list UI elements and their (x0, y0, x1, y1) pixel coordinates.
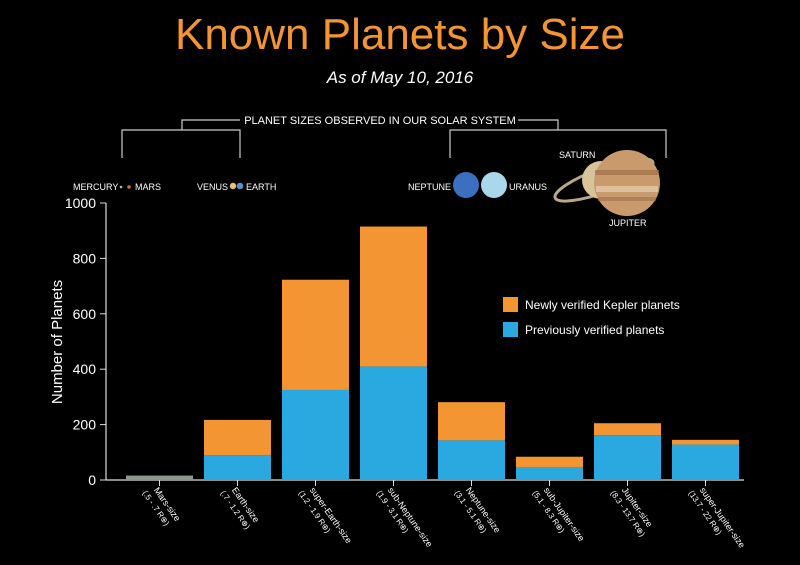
bar-new-4 (438, 402, 505, 441)
x-tick-label-6: Jupiter-size(8.3 - 13.7 R⊕) (609, 485, 655, 538)
mercury-icon (119, 185, 123, 189)
legend: Newly verified Kepler planets Previously… (503, 292, 680, 342)
saturn-label: SATURN (559, 150, 595, 160)
legend-swatch-previous (503, 322, 518, 337)
uranus-icon (481, 172, 507, 198)
bar-previous-7 (672, 444, 739, 480)
bars (126, 226, 739, 480)
x-tick-label-7: super-Jupiter-size(13.7 - 22 R⊕) (687, 485, 748, 549)
legend-item-previous: Previously verified planets (503, 317, 680, 342)
bar-previous-3 (360, 366, 427, 480)
bar-previous-6 (594, 435, 661, 480)
bar-new-5 (516, 456, 583, 467)
y-tick-label: 200 (73, 417, 97, 433)
chart-subtitle: As of May 10, 2016 (326, 68, 474, 87)
x-tick-label-2: super-Earth-size(1.2 - 1.9 R⊕) (297, 485, 354, 545)
solar-system-bracket (121, 119, 667, 158)
y-tick-label: 0 (88, 472, 96, 488)
x-axis-labels: Mars-size(.5 - .7 R⊕) Earth-size(.7 - 1.2… (141, 480, 748, 550)
uranus-label: URANUS (509, 182, 547, 192)
bar-previous-5 (516, 466, 583, 480)
bar-new-6 (594, 423, 661, 436)
bar-new-2 (282, 279, 349, 390)
bar-new-7 (672, 439, 739, 445)
x-tick-label-0: Mars-size(.5 - .7 R⊕) (141, 485, 183, 527)
x-tick-label-3: sub-Neptune-size(1.9 - 3.1 R⊕) (375, 485, 435, 549)
solar-system-header: PLANET SIZES OBSERVED IN OUR SOLAR SYSTE… (244, 115, 516, 127)
venus-icon (229, 182, 237, 190)
chart-title: Known Planets by Size (174, 10, 626, 59)
y-axis-label: Number of Planets (49, 280, 66, 404)
y-tick-label: 400 (73, 361, 97, 377)
earth-label: EARTH (246, 182, 276, 192)
neptune-icon (453, 172, 479, 198)
bar-previous-2 (282, 389, 349, 480)
jupiter-label: JUPITER (609, 218, 647, 228)
x-tick-label-5: sub-Jupiter-size(5.1 - 8.3 R⊕) (531, 485, 587, 543)
earth-icon (236, 182, 244, 190)
legend-item-new: Newly verified Kepler planets (503, 292, 680, 317)
legend-label-new: Newly verified Kepler planets (525, 297, 680, 312)
mercury-label: MERCURY (73, 182, 118, 192)
legend-swatch-new (503, 297, 518, 312)
y-tick-label: 800 (73, 250, 97, 266)
y-tick-label: 600 (73, 306, 97, 322)
mars-icon (127, 185, 131, 189)
y-tick-label: 1000 (65, 195, 96, 211)
x-tick-label-1: Earth-size(.7 - 1.2 R⊕) (219, 485, 262, 531)
mars-label: MARS (135, 182, 161, 192)
legend-label-previous: Previously verified planets (525, 322, 665, 337)
bar-new-3 (360, 226, 427, 367)
venus-label: VENUS (197, 182, 228, 192)
neptune-label: NEPTUNE (408, 182, 451, 192)
bar-previous-4 (438, 440, 505, 480)
jupiter-icon (594, 150, 660, 216)
x-tick-label-4: Neptune-size(3.1 - 5.1 R⊕) (453, 485, 503, 534)
bar-previous-1 (204, 455, 271, 480)
bar-new-1 (204, 419, 271, 456)
bar-previous-0 (126, 475, 193, 480)
